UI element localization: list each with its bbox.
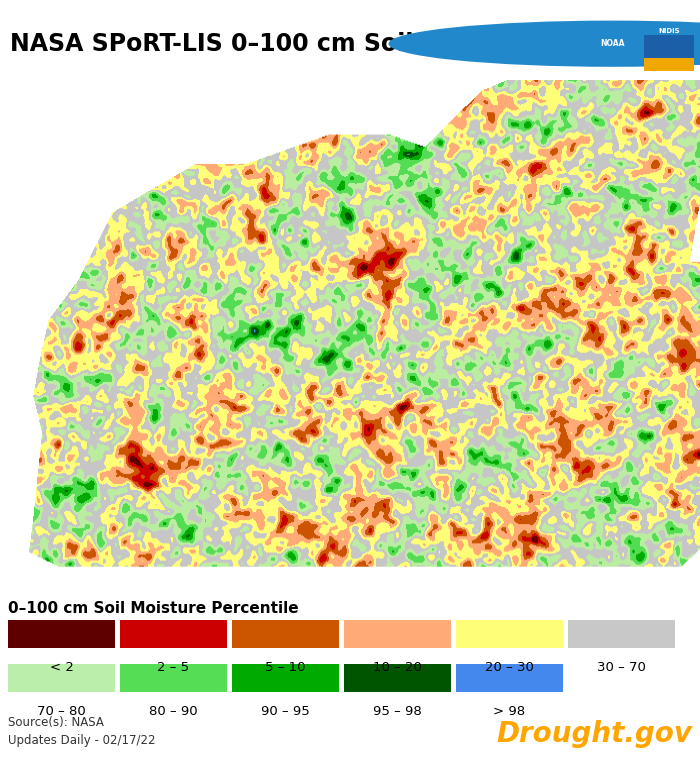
- Text: NOAA: NOAA: [601, 40, 624, 48]
- Text: 80 – 90: 80 – 90: [149, 705, 198, 718]
- Bar: [120, 619, 227, 648]
- Bar: [232, 663, 339, 692]
- Bar: [8, 619, 115, 648]
- Text: Drought.gov: Drought.gov: [496, 720, 692, 749]
- Bar: [644, 59, 694, 71]
- Bar: [644, 35, 694, 71]
- Bar: [456, 663, 563, 692]
- Text: 70 – 80: 70 – 80: [37, 705, 86, 718]
- Text: Source(s): NASA
Updates Daily - 02/17/22: Source(s): NASA Updates Daily - 02/17/22: [8, 716, 155, 747]
- Bar: [8, 663, 115, 692]
- Text: 2 – 5: 2 – 5: [158, 661, 190, 674]
- Bar: [344, 619, 451, 648]
- Text: 20 – 30: 20 – 30: [485, 661, 534, 674]
- Circle shape: [389, 21, 700, 67]
- Text: 90 – 95: 90 – 95: [261, 705, 310, 718]
- Bar: [456, 619, 563, 648]
- Text: 95 – 98: 95 – 98: [373, 705, 422, 718]
- Text: > 98: > 98: [494, 705, 526, 718]
- Text: 30 – 70: 30 – 70: [597, 661, 646, 674]
- Text: 10 – 20: 10 – 20: [373, 661, 422, 674]
- Bar: [232, 619, 339, 648]
- Text: NASA SPoRT-LIS 0–100 cm Soil Moisture Percentile: NASA SPoRT-LIS 0–100 cm Soil Moisture Pe…: [10, 32, 683, 55]
- Text: NIDIS: NIDIS: [659, 27, 680, 33]
- Text: 5 – 10: 5 – 10: [265, 661, 306, 674]
- Bar: [344, 663, 451, 692]
- Text: < 2: < 2: [50, 661, 74, 674]
- Bar: [120, 663, 227, 692]
- Text: 0–100 cm Soil Moisture Percentile: 0–100 cm Soil Moisture Percentile: [8, 600, 299, 616]
- Bar: [568, 619, 675, 648]
